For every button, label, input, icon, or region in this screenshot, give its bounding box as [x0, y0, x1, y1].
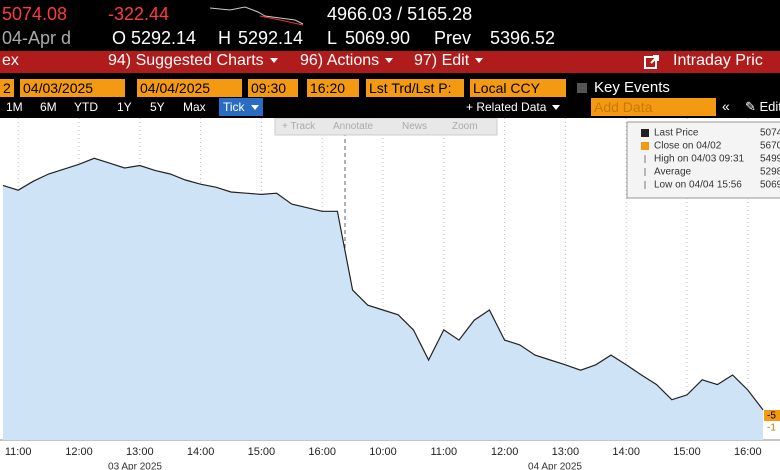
x-tick-label: 12:00	[491, 446, 519, 458]
range-button[interactable]: Tick	[219, 98, 263, 116]
x-tick-label: 11:00	[5, 446, 32, 458]
x-tick-label: 15:00	[248, 446, 276, 458]
range-button[interactable]: YTD	[74, 100, 98, 114]
low-label: L	[327, 28, 338, 48]
price-line	[2, 157, 764, 411]
prev: 5396.52	[490, 28, 556, 48]
tool-button[interactable]: + Track	[282, 121, 316, 132]
collapse[interactable]: «	[722, 98, 730, 114]
edit-button[interactable]: ✎ Edit	[745, 99, 780, 114]
related-data[interactable]: + Related Data	[466, 100, 561, 114]
prev-label: Prev	[434, 28, 472, 48]
range-button[interactable]: 1Y	[117, 100, 132, 114]
x-tick-label: 13:00	[552, 446, 580, 458]
x-tick-label: 10:00	[369, 446, 397, 458]
label: + Related Data	[466, 100, 547, 114]
legend-label: Average	[654, 167, 692, 178]
start-date[interactable]: 04/03/2025	[20, 79, 125, 97]
legend-value: 5074	[760, 128, 780, 139]
label: Edit	[759, 99, 780, 114]
legend-value: 5298	[760, 167, 780, 178]
price-tag	[764, 422, 780, 433]
range-button[interactable]: 6M	[40, 100, 57, 114]
high: 5292.14	[238, 28, 304, 48]
start-time[interactable]: 09:30	[248, 79, 298, 97]
legend-value: 5670	[760, 141, 780, 152]
x-tick-label: 14:00	[187, 446, 215, 458]
price-type[interactable]: Lst Trd/Lst P:	[366, 79, 464, 97]
menu-label: 94) Suggested Charts	[108, 52, 264, 69]
price-tag-label: -5	[767, 411, 776, 422]
menu-item[interactable]: 96) Actions	[300, 52, 394, 70]
x-tick-label: 11:00	[430, 446, 457, 458]
range-button[interactable]: 1M	[6, 100, 23, 114]
range-button[interactable]: Max	[183, 100, 206, 114]
date-label: 03 Apr 2025	[108, 462, 162, 470]
legend-value: 5069	[760, 180, 780, 191]
legend-label: Low on 04/04 15:56	[654, 180, 742, 191]
change: -322.44	[108, 4, 170, 24]
open: 5292.14	[131, 28, 197, 48]
range-button[interactable]: 5Y	[150, 100, 165, 114]
end-time[interactable]: 16:20	[307, 79, 359, 97]
legend	[626, 121, 780, 199]
end-date[interactable]: 04/04/2025	[137, 79, 242, 97]
bid-ask: 4966.03 / 5165.28	[327, 4, 473, 24]
checkbox[interactable]	[577, 83, 587, 93]
chart: 11:00 12:00 13:00 14:00 15:00 16:00 10:00 11:00…	[0, 118, 780, 470]
input[interactable]: 2	[0, 79, 14, 97]
legend-label: Last Price	[654, 128, 699, 139]
key-events: Key Events	[594, 79, 670, 96]
menu-left[interactable]: ex	[2, 52, 19, 69]
window-title: Intraday Pric	[673, 52, 763, 69]
add-data[interactable]: Add Data	[591, 98, 716, 116]
tool-button[interactable]: Zoom	[452, 121, 478, 132]
tool-button[interactable]: Annotate	[333, 121, 373, 132]
tool-button[interactable]: News	[402, 121, 427, 132]
menu-label: 96) Actions	[300, 52, 380, 69]
price-tag-label: -1	[767, 423, 776, 434]
x-tick-label: 12:00	[65, 446, 93, 458]
popout-icon[interactable]	[644, 54, 660, 70]
legend-value: 5499	[760, 154, 780, 165]
low: 5069.90	[345, 28, 411, 48]
sparkline-icon	[210, 6, 304, 26]
price-tag	[764, 410, 780, 421]
area	[3, 158, 763, 441]
currency[interactable]: Local CCY	[470, 79, 566, 97]
legend-label: High on 04/03 09:31	[654, 154, 745, 165]
toolbar	[274, 118, 498, 136]
legend-label: Close on 04/02	[654, 141, 722, 152]
menu-item[interactable]: 97) Edit	[414, 52, 484, 70]
menu-item[interactable]: 94) Suggested Charts	[108, 52, 278, 70]
x-tick-label: 13:00	[126, 446, 154, 458]
legend-swatch	[641, 129, 649, 137]
open-label: O	[112, 28, 127, 48]
x-tick-label: 14:00	[612, 446, 640, 458]
x-tick-label: 15:00	[673, 446, 701, 458]
menu-label: 97) Edit	[414, 52, 470, 69]
date: 04-Apr d	[2, 28, 72, 48]
legend-swatch	[641, 142, 649, 150]
last-price: 5074.08	[2, 4, 68, 24]
high-label: H	[218, 28, 231, 48]
x-tick-label: 16:00	[308, 446, 336, 458]
date-label: 04 Apr 2025	[528, 462, 582, 470]
x-tick-label: 16:00	[734, 446, 762, 458]
